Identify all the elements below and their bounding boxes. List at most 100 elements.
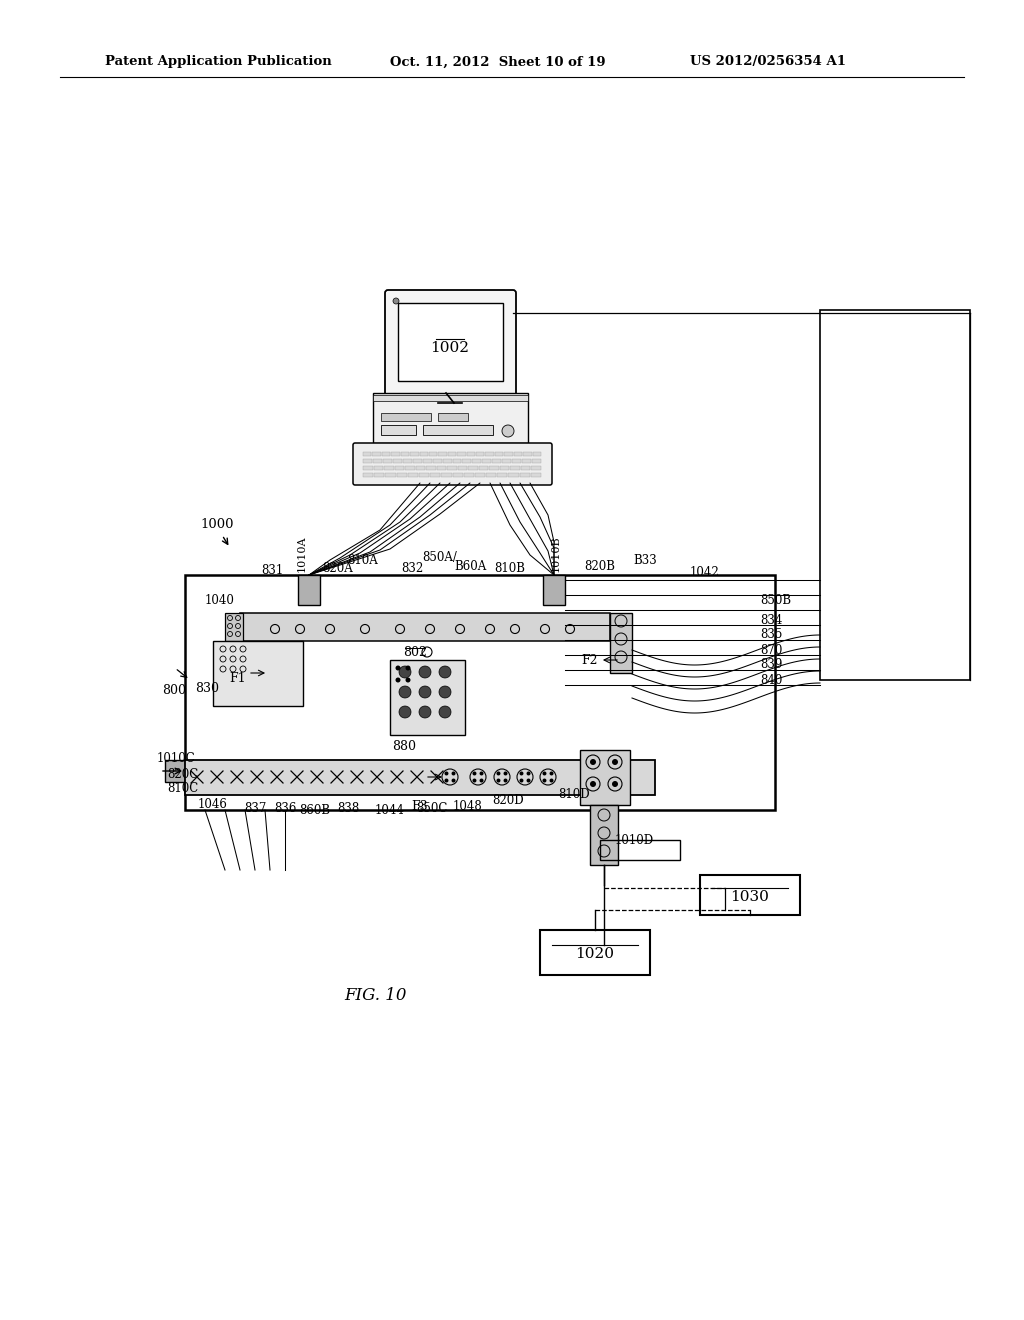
Bar <box>373 451 381 455</box>
Bar <box>532 459 541 463</box>
Circle shape <box>419 667 431 678</box>
Bar <box>700 875 800 915</box>
Circle shape <box>612 781 618 787</box>
Text: 850C: 850C <box>417 801 447 814</box>
Text: 1040: 1040 <box>205 594 234 606</box>
Text: 1020: 1020 <box>575 946 614 961</box>
Circle shape <box>399 686 411 698</box>
Bar <box>600 840 680 861</box>
Bar <box>457 451 466 455</box>
Text: 820B: 820B <box>585 561 615 573</box>
Bar <box>475 473 485 477</box>
Bar <box>410 451 419 455</box>
Bar <box>374 466 383 470</box>
Text: 835: 835 <box>760 628 782 642</box>
Text: FIG. 10: FIG. 10 <box>344 986 407 1003</box>
Text: 1042: 1042 <box>690 566 720 579</box>
Circle shape <box>452 779 456 783</box>
Bar <box>429 451 437 455</box>
Bar <box>498 473 508 477</box>
Bar <box>472 459 481 463</box>
Text: 1000: 1000 <box>200 519 233 532</box>
Text: 820D: 820D <box>493 793 524 807</box>
Text: 802: 802 <box>403 647 427 660</box>
Text: 1010D: 1010D <box>615 833 654 846</box>
Bar <box>509 473 518 477</box>
Text: 850A/: 850A/ <box>423 552 458 565</box>
Bar <box>458 466 467 470</box>
Circle shape <box>406 677 411 682</box>
Text: 1010B: 1010B <box>551 536 561 572</box>
Bar <box>381 425 416 436</box>
Bar <box>500 466 509 470</box>
Bar <box>391 451 399 455</box>
Text: 839: 839 <box>760 659 782 672</box>
Text: 1010C: 1010C <box>157 751 196 764</box>
Circle shape <box>444 771 449 775</box>
Bar <box>400 451 410 455</box>
Circle shape <box>590 781 596 787</box>
Circle shape <box>439 667 451 678</box>
Text: 838: 838 <box>337 801 359 814</box>
Circle shape <box>419 706 431 718</box>
Bar <box>416 466 425 470</box>
Circle shape <box>504 771 508 775</box>
Bar <box>373 395 528 401</box>
Circle shape <box>444 779 449 783</box>
Bar <box>531 466 541 470</box>
Text: 810A: 810A <box>347 553 379 566</box>
Text: 832: 832 <box>400 561 423 574</box>
Bar <box>453 459 462 463</box>
Text: 840: 840 <box>760 673 782 686</box>
Text: 1046: 1046 <box>198 799 228 812</box>
Circle shape <box>526 771 530 775</box>
Circle shape <box>419 686 431 698</box>
Bar <box>430 473 440 477</box>
Bar <box>408 473 418 477</box>
Text: 1010A: 1010A <box>297 536 307 572</box>
Text: 1048: 1048 <box>454 800 483 813</box>
Circle shape <box>497 771 501 775</box>
Text: 1002: 1002 <box>430 341 469 355</box>
Bar <box>362 459 372 463</box>
Bar <box>394 466 404 470</box>
Circle shape <box>526 779 530 783</box>
Bar <box>240 612 610 642</box>
Text: 870: 870 <box>760 644 782 656</box>
Bar <box>540 931 650 975</box>
Bar <box>447 451 457 455</box>
Bar <box>432 459 441 463</box>
Bar <box>420 451 428 455</box>
Bar <box>493 459 501 463</box>
Circle shape <box>519 779 523 783</box>
Bar <box>495 451 504 455</box>
Circle shape <box>439 706 451 718</box>
Bar <box>590 805 618 865</box>
Bar <box>423 425 493 436</box>
Bar <box>423 459 431 463</box>
Bar <box>413 459 422 463</box>
Bar <box>463 459 471 463</box>
Bar <box>383 459 392 463</box>
Circle shape <box>472 779 476 783</box>
Bar <box>373 459 382 463</box>
Text: B33: B33 <box>633 553 656 566</box>
Circle shape <box>543 771 547 775</box>
Circle shape <box>550 771 554 775</box>
Bar <box>468 466 478 470</box>
Circle shape <box>550 779 554 783</box>
Circle shape <box>519 771 523 775</box>
Text: 860B: 860B <box>299 804 331 817</box>
Circle shape <box>502 425 514 437</box>
Bar <box>419 473 429 477</box>
Bar <box>489 466 499 470</box>
Bar <box>610 612 632 673</box>
Bar <box>436 466 446 470</box>
Bar <box>514 451 522 455</box>
Text: Oct. 11, 2012  Sheet 10 of 19: Oct. 11, 2012 Sheet 10 of 19 <box>390 55 605 69</box>
Bar <box>165 760 185 781</box>
Bar <box>504 451 513 455</box>
Text: 831: 831 <box>261 564 283 577</box>
Bar <box>438 413 468 421</box>
Text: 810B: 810B <box>495 561 525 574</box>
